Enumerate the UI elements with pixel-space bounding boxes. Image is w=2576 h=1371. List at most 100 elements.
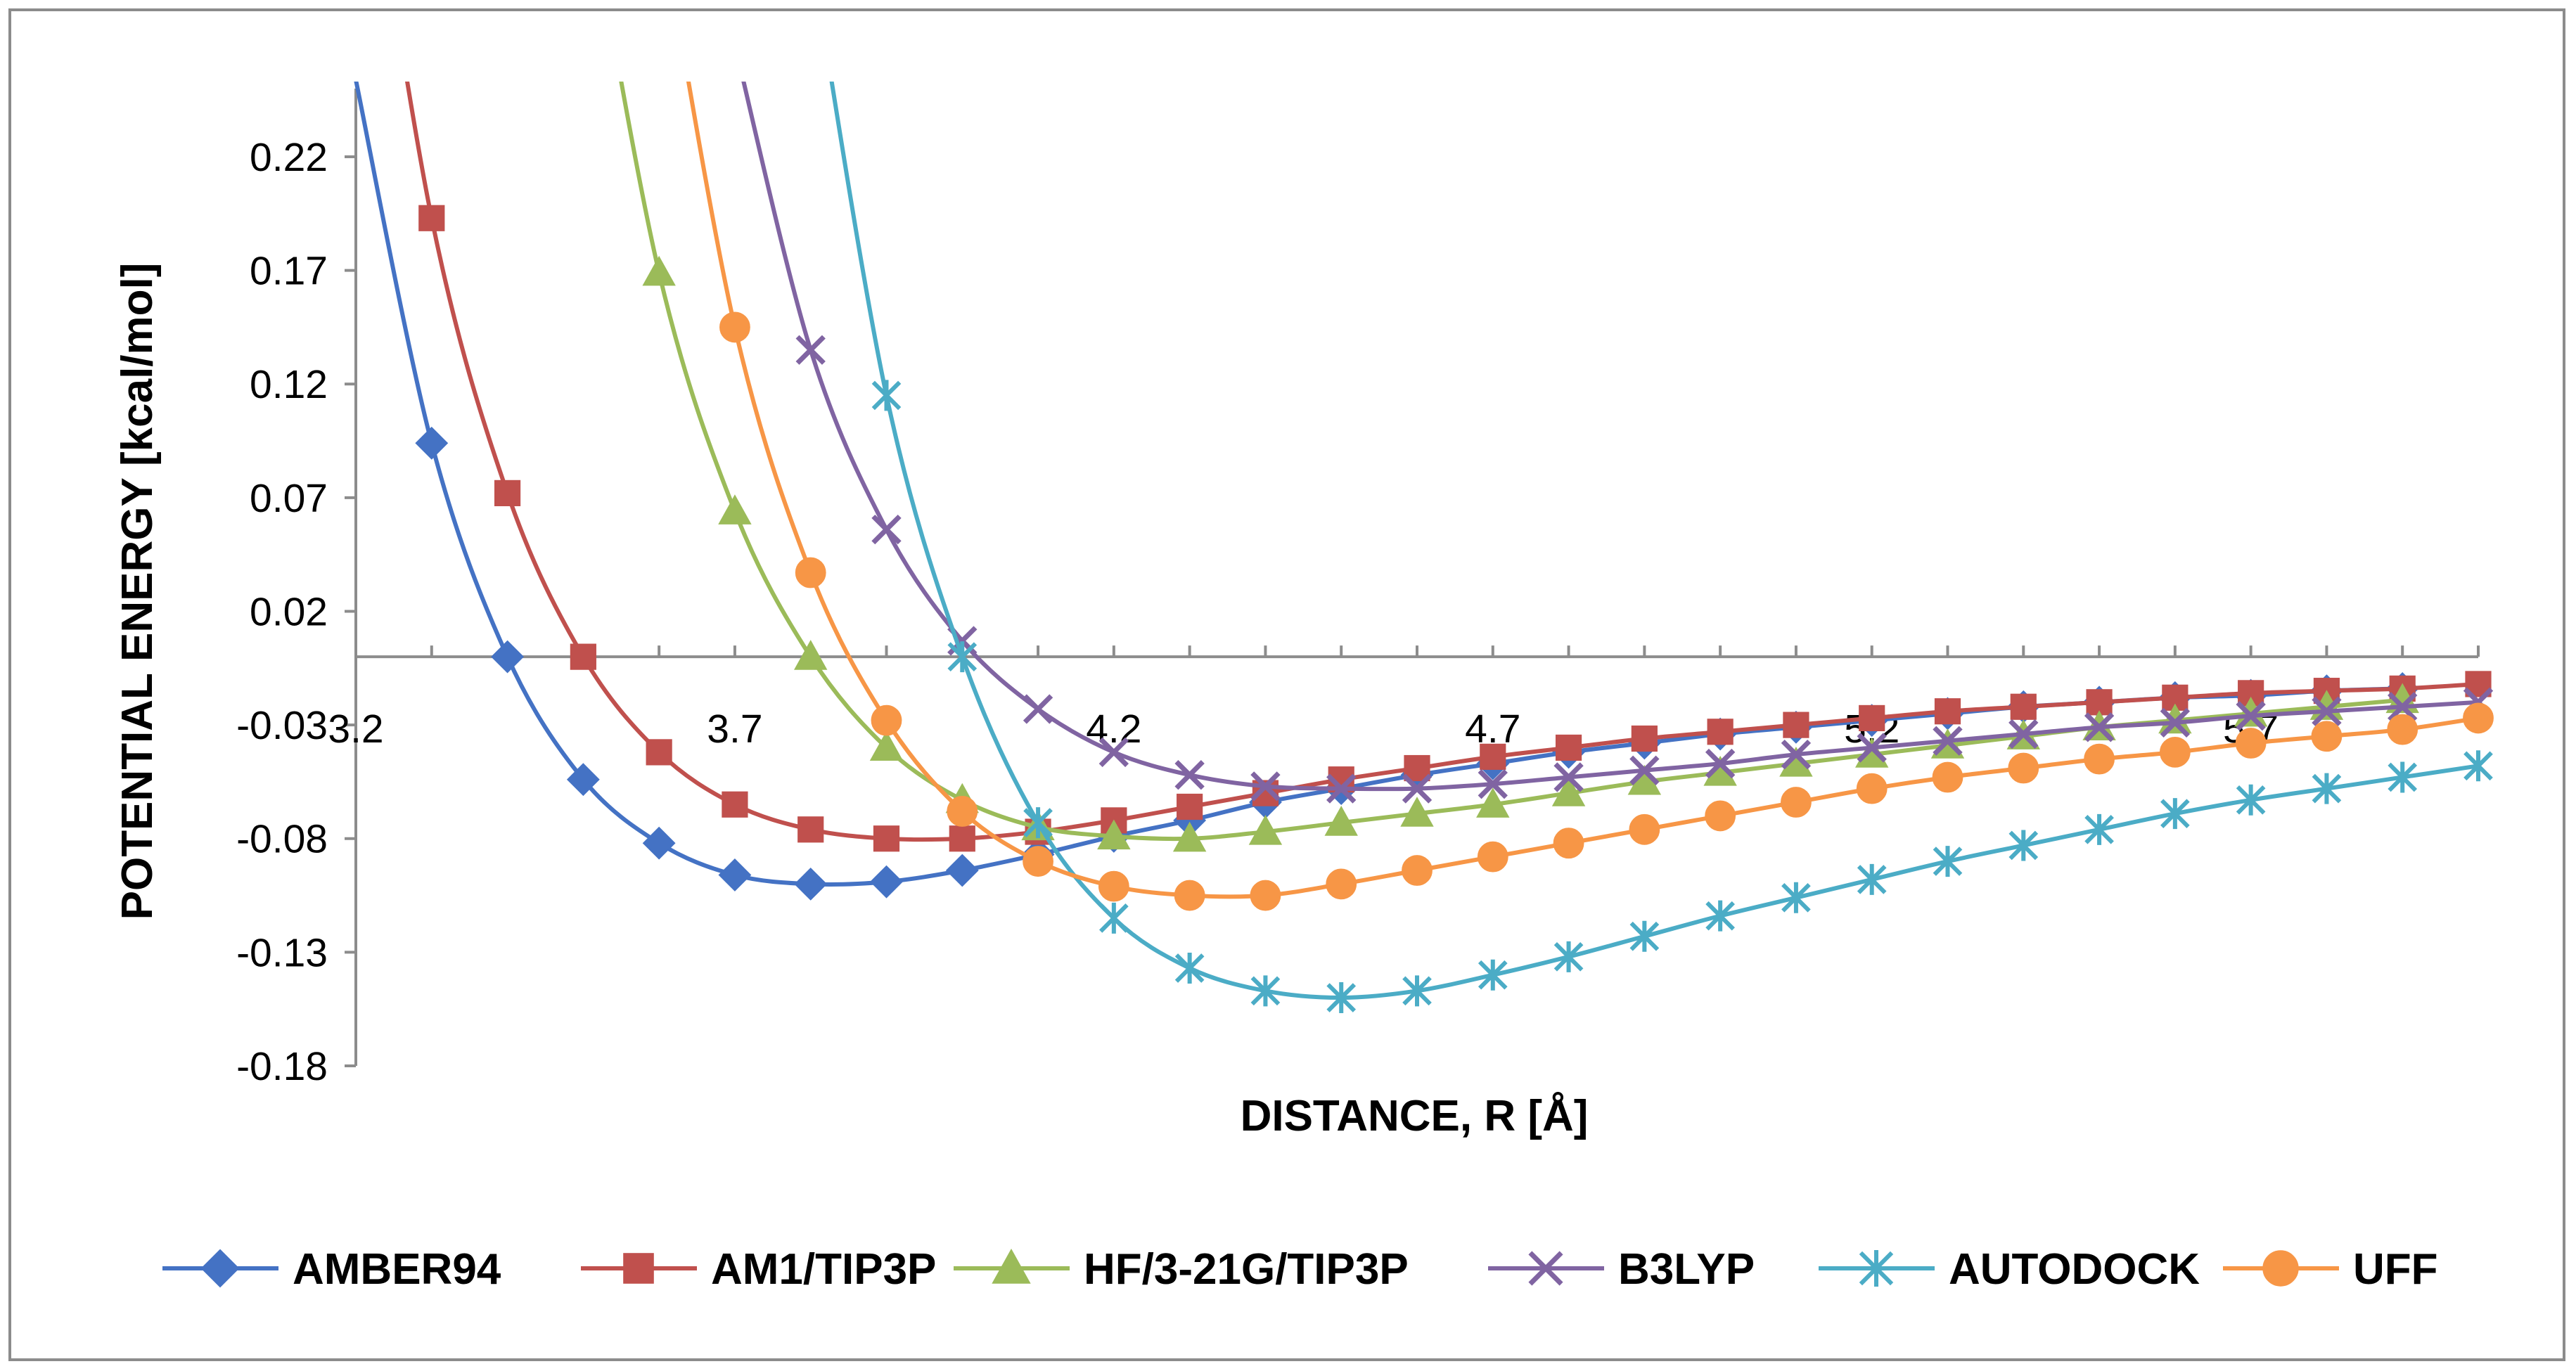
data-point-uff	[2311, 721, 2343, 752]
data-point-hf-3-21g-tip3p	[1476, 787, 1510, 818]
data-point-b3lyp	[1553, 762, 1584, 792]
data-point-autodock	[1326, 982, 1357, 1014]
legend-label: AUTODOCK	[1949, 1245, 2200, 1294]
data-point-autodock	[1857, 863, 1887, 895]
series-autodock	[829, 82, 2493, 1014]
data-point-amber94	[794, 867, 828, 901]
x-tick-label: 3.7	[707, 707, 762, 752]
data-point-am1-tip3p	[1934, 698, 1961, 725]
data-point-am1-tip3p	[1480, 743, 1506, 770]
data-point-autodock	[1478, 959, 1508, 991]
data-point-b3lyp	[1174, 760, 1205, 790]
data-point-hf-3-21g-tip3p	[1551, 776, 1586, 806]
y-tick-label: 0.02	[250, 589, 328, 634]
data-point-b3lyp	[1857, 733, 1887, 763]
data-point-hf-3-21g-tip3p	[1097, 819, 1131, 850]
data-point-autodock	[2312, 773, 2342, 804]
curves-layer	[354, 82, 2494, 1014]
data-point-amber94	[415, 426, 449, 460]
data-point-b3lyp	[2160, 707, 2191, 738]
legend-label: AM1/TIP3P	[711, 1245, 936, 1294]
y-tick-label: 0.12	[250, 362, 328, 407]
legend: AMBER94 AM1/TIP3P HF/3-21G/TIP3P B3LYP AUTOD…	[162, 1245, 2438, 1294]
data-point-am1-tip3p	[722, 791, 748, 818]
legend-marker	[2262, 1250, 2299, 1287]
data-point-uff	[1629, 813, 1660, 845]
data-point-am1-tip3p	[1555, 734, 1582, 761]
data-point-amber94	[718, 858, 752, 892]
data-point-hf-3-21g-tip3p	[718, 494, 752, 524]
data-point-amber94	[491, 640, 524, 674]
data-point-am1-tip3p	[1177, 793, 1203, 820]
legend-item-am1-tip3p: AM1/TIP3P	[581, 1245, 936, 1294]
data-point-am1-tip3p	[1783, 712, 1809, 738]
data-point-amber94	[566, 763, 600, 797]
data-point-autodock	[1099, 902, 1129, 934]
data-point-uff	[871, 704, 902, 736]
data-point-b3lyp	[2236, 701, 2266, 731]
series-line-b3lyp	[741, 82, 2479, 792]
data-point-am1-tip3p	[1859, 704, 1885, 732]
data-point-b3lyp	[1326, 773, 1357, 804]
data-point-autodock	[947, 641, 978, 673]
legend-marker	[623, 1253, 654, 1284]
data-point-uff	[1477, 841, 1508, 873]
data-point-autodock	[1402, 975, 1432, 1007]
data-point-am1-tip3p	[418, 205, 445, 231]
series-amber94	[354, 82, 2419, 901]
data-point-am1-tip3p	[949, 825, 975, 852]
data-point-b3lyp	[1250, 771, 1281, 802]
data-point-am1-tip3p	[570, 643, 596, 670]
legend-item-uff: UFF	[2223, 1245, 2438, 1294]
data-point-b3lyp	[871, 514, 902, 545]
data-point-autodock	[1629, 920, 1660, 952]
data-point-uff	[2159, 737, 2191, 768]
legend-marker	[1528, 1251, 1563, 1286]
series-b3lyp	[741, 82, 2494, 804]
legend-item-hf-3-21g-tip3p: HF/3-21G/TIP3P	[954, 1245, 1409, 1294]
y-tick-label: 0.22	[250, 135, 328, 180]
y-tick-label: -0.03	[236, 703, 328, 748]
chart-frame: 0.22 0.17 0.12 0.07 0.02 -0.03 -0.08 -0.13 -0.18…	[8, 8, 2565, 1361]
legend-marker	[200, 1249, 240, 1288]
data-point-autodock	[1553, 941, 1584, 972]
y-tick-label: -0.08	[236, 817, 328, 862]
data-point-hf-3-21g-tip3p	[2158, 703, 2192, 734]
data-point-b3lyp	[1098, 737, 1129, 768]
data-point-amber94	[642, 826, 676, 860]
data-point-b3lyp	[2008, 719, 2039, 749]
data-point-uff	[2235, 728, 2267, 759]
data-point-am1-tip3p	[873, 825, 900, 852]
data-point-uff	[2008, 752, 2039, 784]
data-point-uff	[1781, 787, 1812, 818]
data-point-am1-tip3p	[646, 739, 672, 766]
data-point-b3lyp	[1705, 748, 1736, 779]
legend-label: AMBER94	[293, 1245, 501, 1294]
data-point-am1-tip3p	[494, 479, 521, 506]
data-point-b3lyp	[2084, 712, 2115, 742]
y-tick-label: -0.13	[236, 930, 328, 975]
data-point-hf-3-21g-tip3p	[794, 640, 828, 670]
data-point-autodock	[2084, 813, 2114, 845]
data-point-am1-tip3p	[1404, 754, 1430, 782]
data-point-b3lyp	[1402, 773, 1433, 804]
data-point-hf-3-21g-tip3p	[642, 255, 676, 286]
data-point-uff	[1250, 880, 1281, 911]
legend-label: HF/3-21G/TIP3P	[1084, 1245, 1409, 1294]
data-point-b3lyp	[1629, 755, 1660, 785]
axes-layer: 0.22 0.17 0.12 0.07 0.02 -0.03 -0.08 -0.13 -0.18…	[236, 89, 2480, 1089]
data-point-b3lyp	[1023, 694, 1053, 724]
data-point-am1-tip3p	[2010, 693, 2037, 720]
data-point-hf-3-21g-tip3p	[1248, 814, 1283, 845]
data-point-autodock	[2388, 761, 2418, 793]
y-tick-label: 0.17	[250, 249, 328, 294]
data-point-hf-3-21g-tip3p	[1172, 821, 1207, 852]
data-point-autodock	[2236, 784, 2266, 816]
legend-item-amber94: AMBER94	[162, 1245, 501, 1294]
chart-svg: 0.22 0.17 0.12 0.07 0.02 -0.03 -0.08 -0.13 -0.18…	[113, 82, 2494, 1294]
data-point-autodock	[1174, 953, 1205, 984]
y-axis-title: POTENTIAL ENERGY [kcal/mol]	[113, 263, 162, 920]
data-point-uff	[1098, 870, 1129, 902]
data-point-uff	[1326, 868, 1357, 900]
data-point-am1-tip3p	[797, 816, 824, 843]
